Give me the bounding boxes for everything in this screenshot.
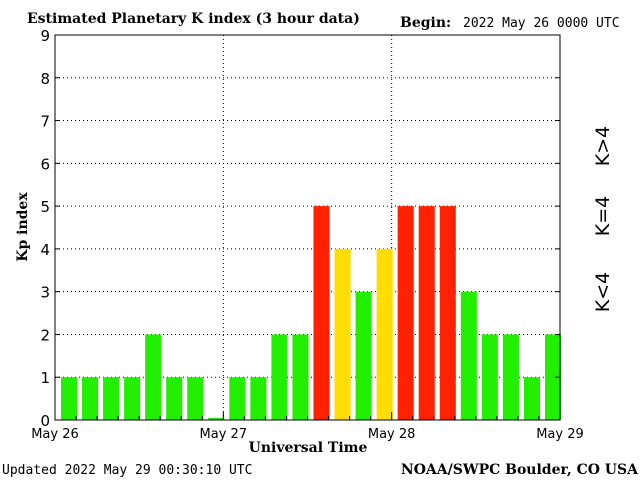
- y-axis-ticks: 0 1 2 3 4 5 6 7 8 9: [40, 27, 560, 430]
- kp-bar: [397, 206, 414, 420]
- kp-bar: [460, 291, 477, 420]
- kp-bar: [124, 377, 141, 420]
- y-tick-label: 7: [40, 113, 50, 131]
- y-axis-label: Kp index: [15, 192, 31, 262]
- chart-title: Estimated Planetary K index (3 hour data…: [27, 11, 360, 27]
- kp-bar: [61, 377, 78, 420]
- x-tick-label: May 26: [31, 427, 79, 442]
- y-tick-label: 8: [40, 70, 50, 88]
- y-tick-label: 0: [40, 412, 50, 430]
- begin-label: Begin:: [400, 15, 451, 31]
- kp-bar: [544, 334, 561, 420]
- y-tick-label: 9: [40, 27, 50, 45]
- kp-bar: [250, 377, 267, 420]
- kp-bar: [376, 248, 393, 420]
- y-tick-label: 3: [40, 284, 50, 302]
- bars-group: [61, 206, 561, 420]
- y-tick-label: 6: [40, 155, 50, 173]
- y-tick-label: 1: [40, 369, 50, 387]
- kp-bar: [502, 334, 519, 420]
- kp-bar: [187, 377, 204, 420]
- kp-bar: [355, 291, 372, 420]
- kp-bar: [334, 248, 351, 420]
- legend-k-equal-4: K=4: [592, 196, 614, 236]
- y-tick-label: 5: [40, 198, 50, 216]
- x-axis-label: Universal Time: [249, 440, 368, 456]
- kp-bar: [292, 334, 309, 420]
- legend-k-less-4: K<4: [592, 272, 614, 312]
- kp-bar: [145, 334, 162, 420]
- kp-bar: [82, 377, 99, 420]
- x-tick-label: May 27: [200, 427, 248, 442]
- x-tick-label: May 29: [536, 427, 584, 442]
- kp-bar: [208, 417, 225, 420]
- legend-k-greater-4: K>4: [592, 126, 614, 166]
- x-tick-label: May 28: [368, 427, 416, 442]
- kp-bar: [166, 377, 183, 420]
- kp-bar: [439, 206, 456, 420]
- kp-bar: [229, 377, 246, 420]
- y-tick-label: 4: [40, 241, 50, 259]
- kp-bar: [313, 206, 330, 420]
- begin-value: 2022 May 26 0000 UTC: [463, 16, 620, 31]
- kp-bar: [523, 377, 540, 420]
- kp-bar: [418, 206, 435, 420]
- kp-bar: [103, 377, 120, 420]
- kp-bar: [271, 334, 288, 420]
- x-axis-ticks: May 26 May 27 May 28 May 29: [31, 412, 584, 442]
- kp-bar: [481, 334, 498, 420]
- source-credit: NOAA/SWPC Boulder, CO USA: [401, 462, 639, 478]
- updated-timestamp: Updated 2022 May 29 00:30:10 UTC: [2, 463, 252, 478]
- y-tick-label: 2: [40, 326, 50, 344]
